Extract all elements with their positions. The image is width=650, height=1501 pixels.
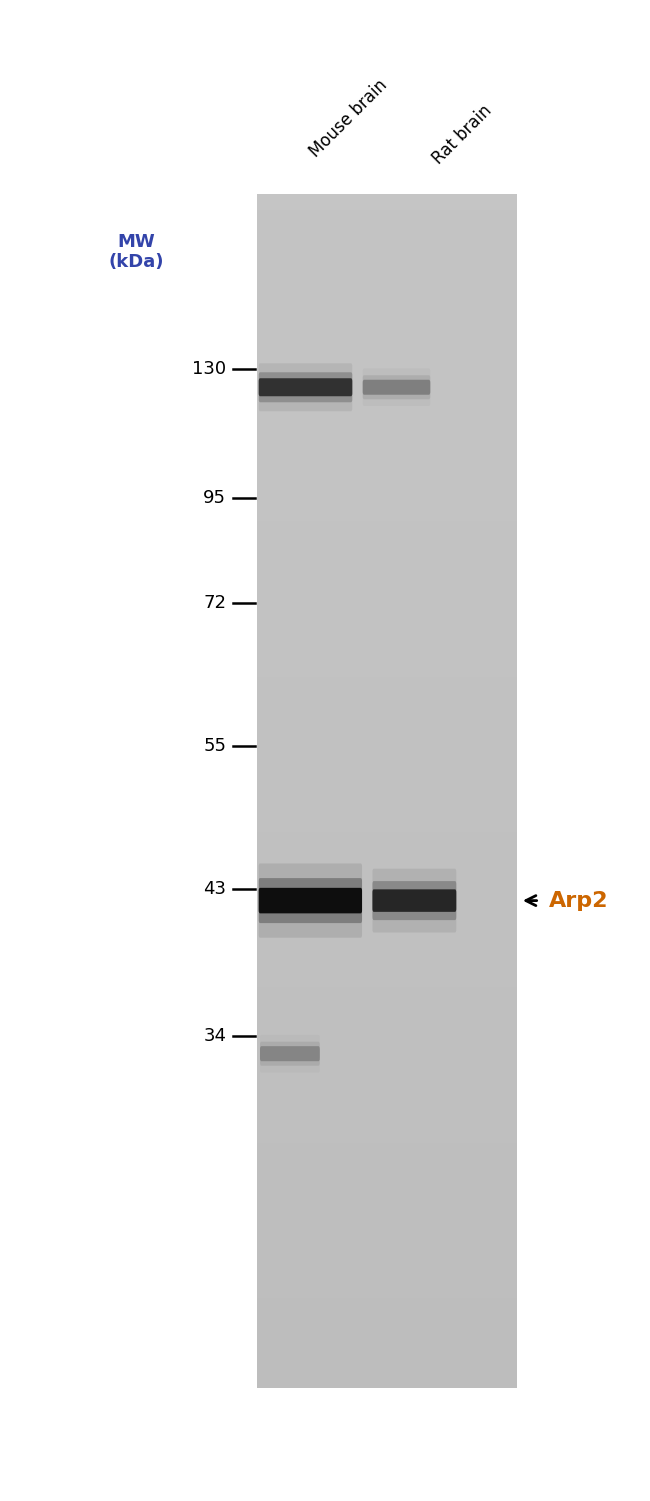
FancyBboxPatch shape [363, 380, 430, 395]
Text: 130: 130 [192, 360, 226, 378]
FancyBboxPatch shape [259, 378, 352, 396]
Text: Arp2: Arp2 [549, 890, 609, 911]
Text: 55: 55 [203, 737, 226, 755]
Text: Mouse brain: Mouse brain [306, 77, 391, 161]
FancyBboxPatch shape [260, 1036, 320, 1072]
FancyBboxPatch shape [259, 878, 362, 923]
FancyBboxPatch shape [372, 869, 456, 932]
FancyBboxPatch shape [259, 363, 352, 411]
FancyBboxPatch shape [372, 881, 456, 920]
FancyBboxPatch shape [260, 1046, 320, 1061]
FancyBboxPatch shape [260, 1042, 320, 1066]
Text: Rat brain: Rat brain [429, 102, 495, 168]
FancyBboxPatch shape [259, 863, 362, 938]
Text: 95: 95 [203, 489, 226, 507]
Text: 43: 43 [203, 880, 226, 898]
Text: 34: 34 [203, 1027, 226, 1045]
FancyBboxPatch shape [363, 375, 430, 399]
FancyBboxPatch shape [372, 889, 456, 911]
FancyBboxPatch shape [363, 368, 430, 405]
Text: 72: 72 [203, 594, 226, 612]
FancyBboxPatch shape [259, 372, 352, 402]
FancyBboxPatch shape [259, 887, 362, 913]
Text: MW
(kDa): MW (kDa) [109, 233, 164, 272]
